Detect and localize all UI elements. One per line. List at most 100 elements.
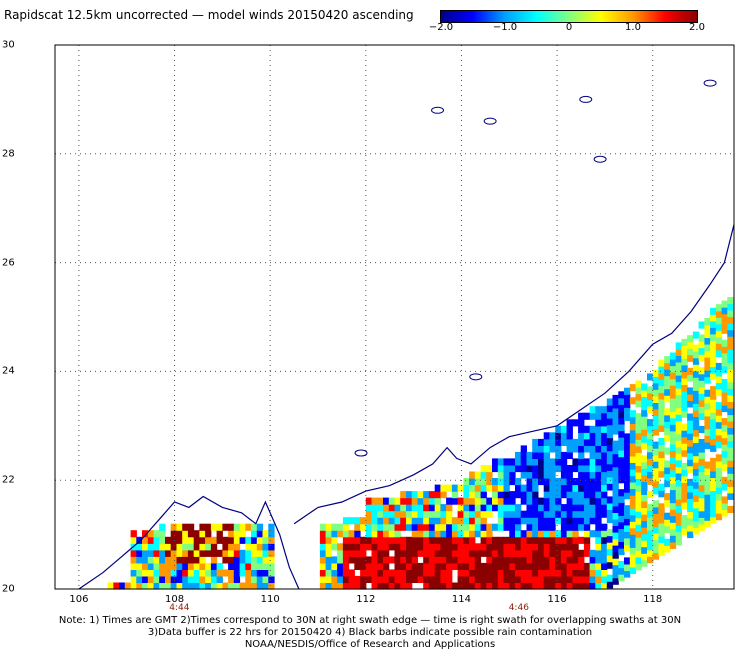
wind-cell (727, 460, 734, 468)
wind-cell (325, 530, 332, 538)
wind-cell (652, 539, 659, 547)
wind-cell (572, 530, 579, 538)
wind-cell (428, 497, 436, 505)
wind-cell (692, 396, 700, 404)
wind-cell (727, 336, 734, 344)
wind-cell (727, 466, 734, 474)
wind-cell (612, 571, 619, 579)
wind-cell (469, 504, 476, 512)
wind-cell (612, 453, 619, 461)
wind-cell (704, 494, 711, 502)
wind-cell (182, 575, 189, 583)
wind-cell (641, 409, 648, 417)
wind-cell (583, 432, 591, 440)
wind-cell (560, 504, 568, 512)
wind-cell (486, 556, 493, 564)
wind-cell (583, 425, 591, 433)
wind-cell (434, 556, 441, 564)
wind-cell (199, 536, 206, 544)
wind-cell (371, 543, 378, 551)
wind-cell (606, 548, 614, 556)
wind-cell (509, 458, 516, 466)
wind-cell (675, 518, 682, 526)
wind-cell (601, 536, 608, 544)
wind-cell (526, 575, 533, 583)
wind-cell (423, 517, 430, 525)
wind-cell (331, 543, 338, 551)
wind-cell (239, 536, 246, 544)
wind-cell (618, 469, 625, 477)
wind-cell (205, 523, 212, 531)
wind-cell (388, 530, 396, 538)
wind-cell (503, 556, 510, 564)
wind-cell (337, 569, 344, 577)
wind-cell (635, 400, 642, 408)
wind-cell (727, 368, 734, 376)
wind-cell (624, 531, 631, 539)
wind-cell (474, 556, 482, 564)
wind-cell (165, 536, 172, 544)
wind-cell (526, 471, 533, 479)
wind-cell (566, 425, 573, 433)
wind-cell (589, 406, 596, 414)
wind-cell (526, 556, 533, 564)
wind-cell (457, 549, 464, 557)
wind-cell (664, 493, 671, 501)
wind-cell (583, 517, 591, 525)
wind-cell (681, 475, 688, 483)
wind-cell (566, 543, 573, 551)
wind-cell (624, 505, 631, 513)
wind-cell (629, 397, 637, 405)
wind-cell (394, 504, 401, 512)
wind-cell (251, 582, 258, 590)
wind-cell (721, 496, 728, 504)
wind-cell (503, 569, 510, 577)
wind-cell (647, 392, 654, 400)
wind-cell (147, 575, 155, 583)
wind-cell (497, 562, 505, 570)
wind-cell (669, 385, 677, 393)
wind-cell (698, 380, 705, 388)
wind-cell (515, 582, 522, 590)
wind-cell (474, 491, 482, 499)
wind-cell (727, 381, 734, 389)
wind-cell (704, 422, 711, 430)
wind-cell (199, 523, 206, 531)
colorbar (440, 10, 698, 23)
wind-cell (428, 562, 436, 570)
wind-cell (486, 478, 493, 486)
wind-cell (664, 460, 671, 468)
wind-cell (371, 556, 378, 564)
wind-cell (543, 484, 550, 492)
wind-cell (681, 482, 688, 490)
wind-cell (515, 556, 522, 564)
wind-cell (635, 452, 642, 460)
wind-cell (319, 543, 327, 551)
wind-cell (715, 415, 723, 423)
wind-cell (606, 418, 614, 426)
wind-cell (704, 461, 711, 469)
wind-cell (394, 530, 401, 538)
wind-cell (583, 484, 591, 492)
wind-cell (664, 375, 671, 383)
wind-cell (520, 536, 527, 544)
wind-cell (578, 582, 585, 590)
wind-cell (509, 504, 516, 512)
wind-cell (647, 399, 654, 407)
wind-cell (560, 425, 568, 433)
wind-cell (606, 457, 614, 465)
wind-cell (268, 569, 275, 577)
wind-cell (658, 522, 665, 530)
wind-cell (388, 517, 396, 525)
wind-cell (612, 518, 619, 526)
wind-cell (543, 549, 550, 557)
wind-cell (360, 523, 367, 531)
wind-cell (727, 505, 734, 513)
wind-cell (698, 393, 705, 401)
wind-cell (721, 424, 728, 432)
wind-cell (400, 536, 407, 544)
wind-cell (251, 536, 258, 544)
wind-cell (687, 387, 694, 395)
wind-cell (268, 523, 275, 531)
wind-cell (486, 575, 493, 583)
